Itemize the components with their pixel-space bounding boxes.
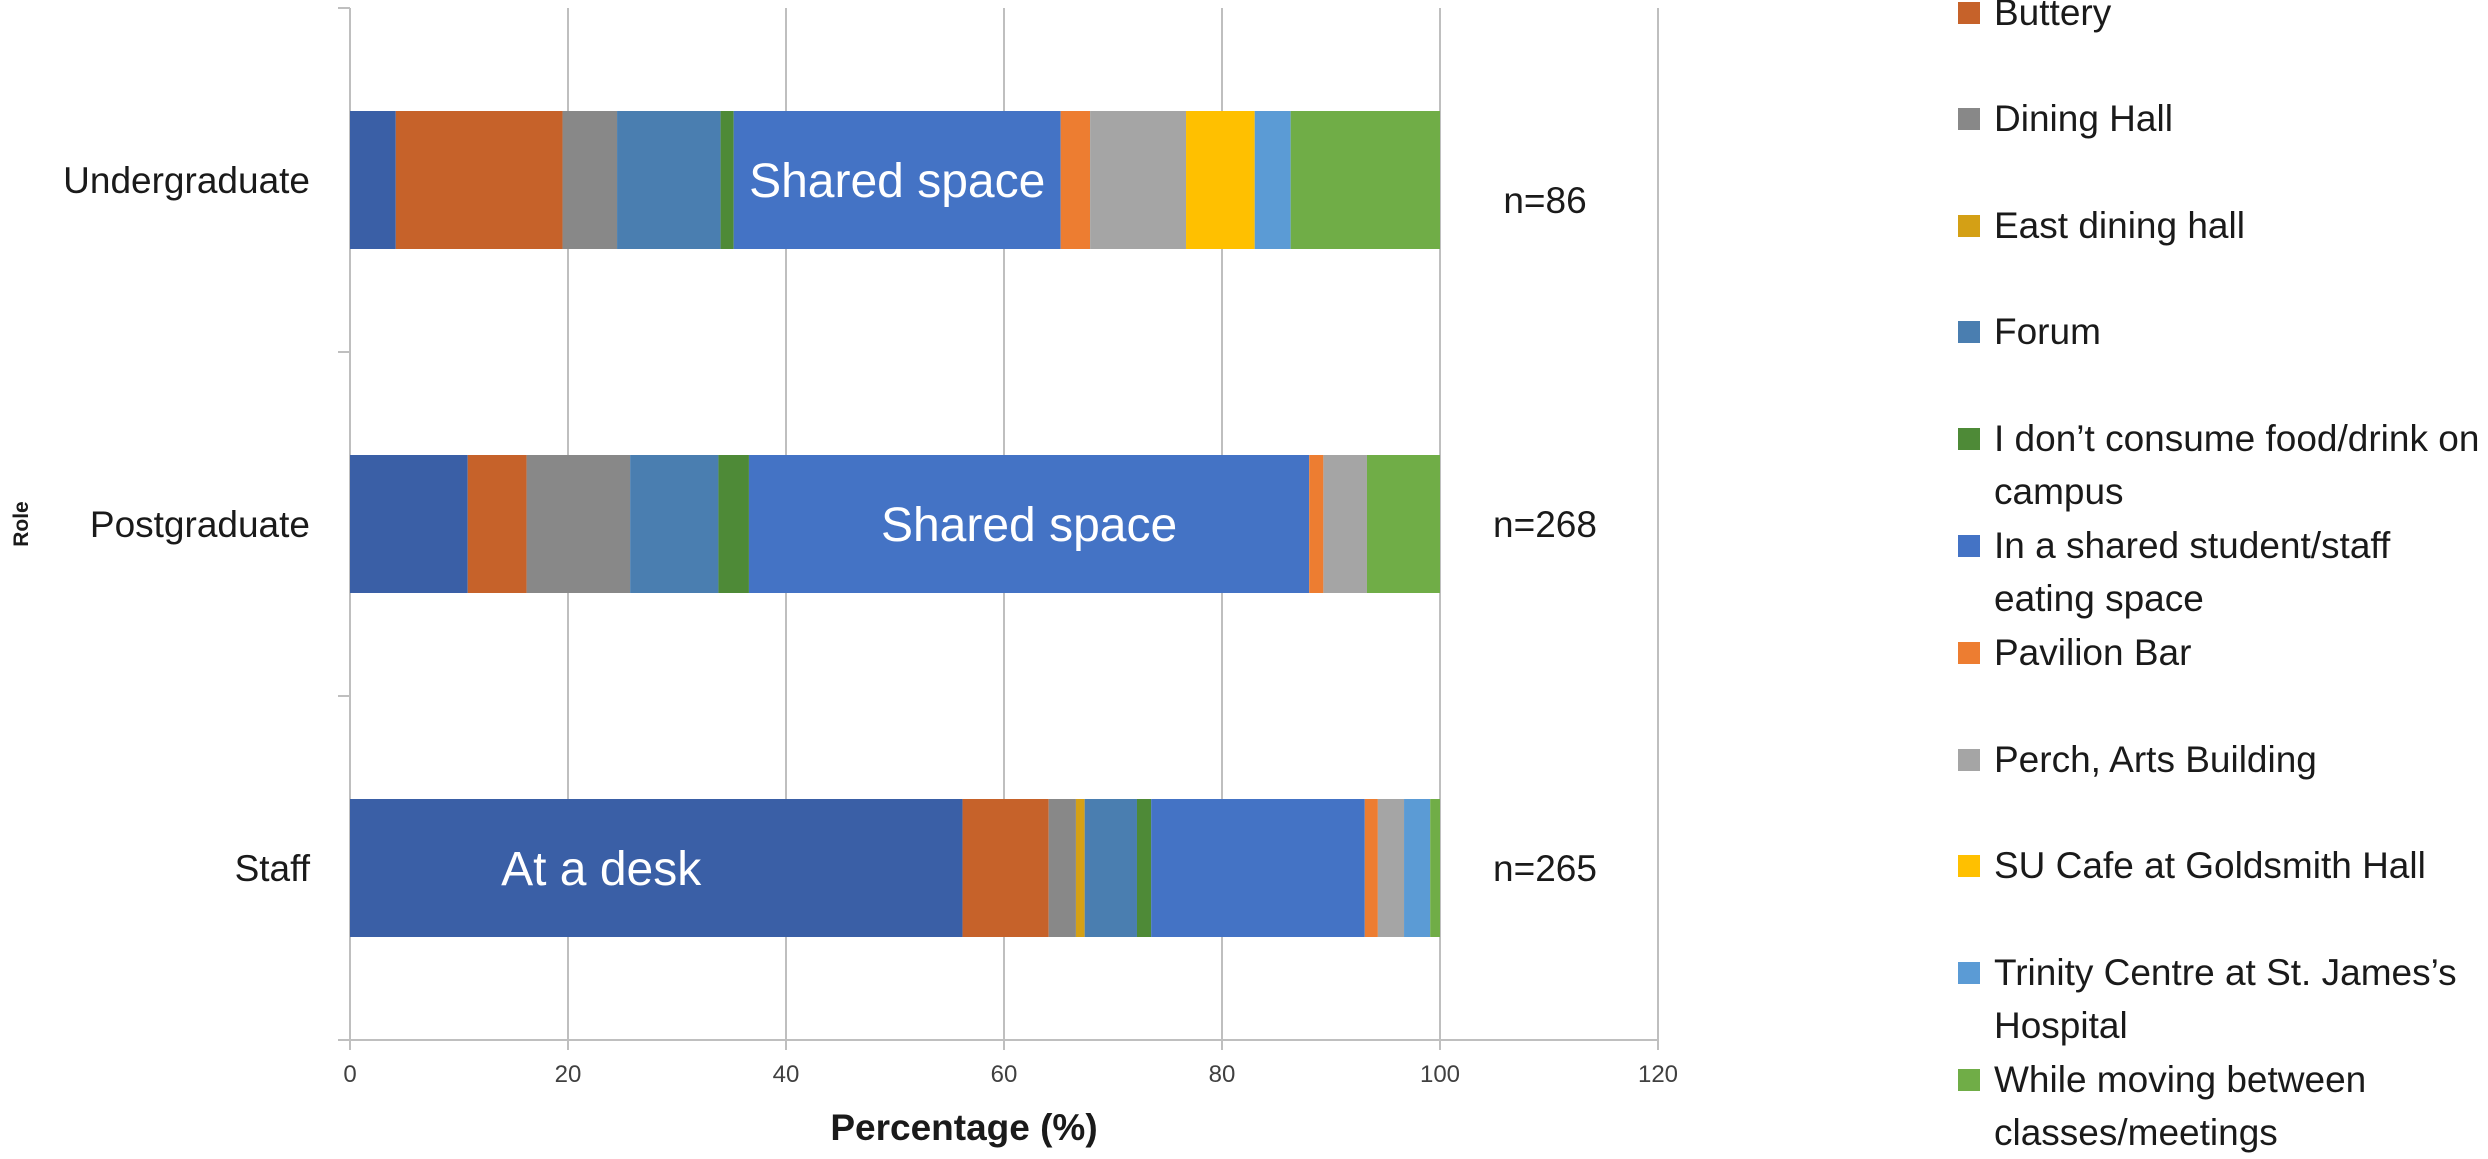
y-axis-title: Role	[10, 501, 33, 547]
legend-label: Pavilion Bar	[1994, 632, 2192, 673]
legend-label: I don’t consume food/drink on campus	[1994, 418, 2480, 512]
legend-label: Buttery	[1994, 0, 2112, 33]
n-label: n=86	[1503, 180, 1586, 221]
bar-segment	[350, 455, 468, 593]
bar-segment	[630, 455, 719, 593]
bar-segment	[1404, 799, 1431, 937]
x-tick-label: 120	[1638, 1061, 1678, 1088]
x-axis-title: Percentage (%)	[830, 1107, 1097, 1148]
legend-swatch	[1958, 215, 1980, 237]
legend-label: Forum	[1994, 311, 2101, 352]
bar-segment	[1364, 799, 1378, 937]
legend-swatch	[1958, 1069, 1980, 1091]
legend-swatch	[1958, 749, 1980, 771]
bar-segment	[1323, 455, 1367, 593]
x-tick-label: 80	[1209, 1061, 1236, 1088]
legend-swatch	[1958, 642, 1980, 664]
n-label: n=265	[1493, 848, 1597, 889]
legend-label: SU Cafe at Goldsmith Hall	[1994, 845, 2426, 886]
x-tick-label: 0	[343, 1061, 356, 1088]
bar-segment	[526, 455, 631, 593]
bar-segment	[1075, 799, 1085, 937]
legend-label: Dining Hall	[1994, 98, 2173, 139]
bar-segment	[962, 799, 1049, 937]
bar-segment	[562, 111, 618, 249]
bar-segment	[720, 111, 734, 249]
category-label: Undergraduate	[63, 160, 310, 201]
x-tick-label: 60	[991, 1061, 1018, 1088]
bar-segment	[395, 111, 563, 249]
bar-segment	[1366, 455, 1440, 593]
bar-annotation: Shared space	[881, 499, 1177, 552]
legend-label: While moving between classes/meetings	[1994, 1059, 2367, 1153]
n-label: n=268	[1493, 504, 1597, 545]
bar-segment	[1430, 799, 1440, 937]
category-label: Postgraduate	[90, 504, 310, 545]
x-tick-label: 20	[555, 1061, 582, 1088]
legend-label: East dining hall	[1994, 205, 2245, 246]
legend-swatch	[1958, 535, 1980, 557]
bar-segment	[617, 111, 721, 249]
bar-segment	[1254, 111, 1291, 249]
bar-segment	[1060, 111, 1091, 249]
bar-annotation: At a desk	[501, 843, 702, 896]
bar-segment	[467, 455, 527, 593]
legend-swatch	[1958, 962, 1980, 984]
legend-swatch	[1958, 2, 1980, 24]
legend-label: In a shared student/staff eating space	[1994, 525, 2391, 619]
bar-segment	[1377, 799, 1405, 937]
x-tick-label: 100	[1420, 1061, 1460, 1088]
x-tick-label: 40	[773, 1061, 800, 1088]
bar-segment	[718, 455, 749, 593]
bar-segment	[1090, 111, 1187, 249]
legend-swatch	[1958, 108, 1980, 130]
category-label: Staff	[235, 848, 311, 889]
bar-segment	[733, 111, 1061, 249]
bar-segment	[1151, 799, 1365, 937]
bar-segment	[1290, 111, 1440, 249]
bar-segment	[1084, 799, 1137, 937]
bar-segment	[1309, 455, 1324, 593]
bar-segment	[350, 111, 396, 249]
legend-swatch	[1958, 428, 1980, 450]
bar-segment	[350, 799, 963, 937]
bar-segment	[1186, 111, 1255, 249]
legend-label: Perch, Arts Building	[1994, 739, 2317, 780]
legend-swatch	[1958, 855, 1980, 877]
bar-annotation: Shared space	[749, 155, 1045, 208]
bar-segment	[1136, 799, 1152, 937]
bar-segment	[1048, 799, 1076, 937]
bar-segment	[748, 455, 1310, 593]
legend-label: Trinity Centre at St. James’s Hospital	[1994, 952, 2457, 1046]
legend-swatch	[1958, 321, 1980, 343]
